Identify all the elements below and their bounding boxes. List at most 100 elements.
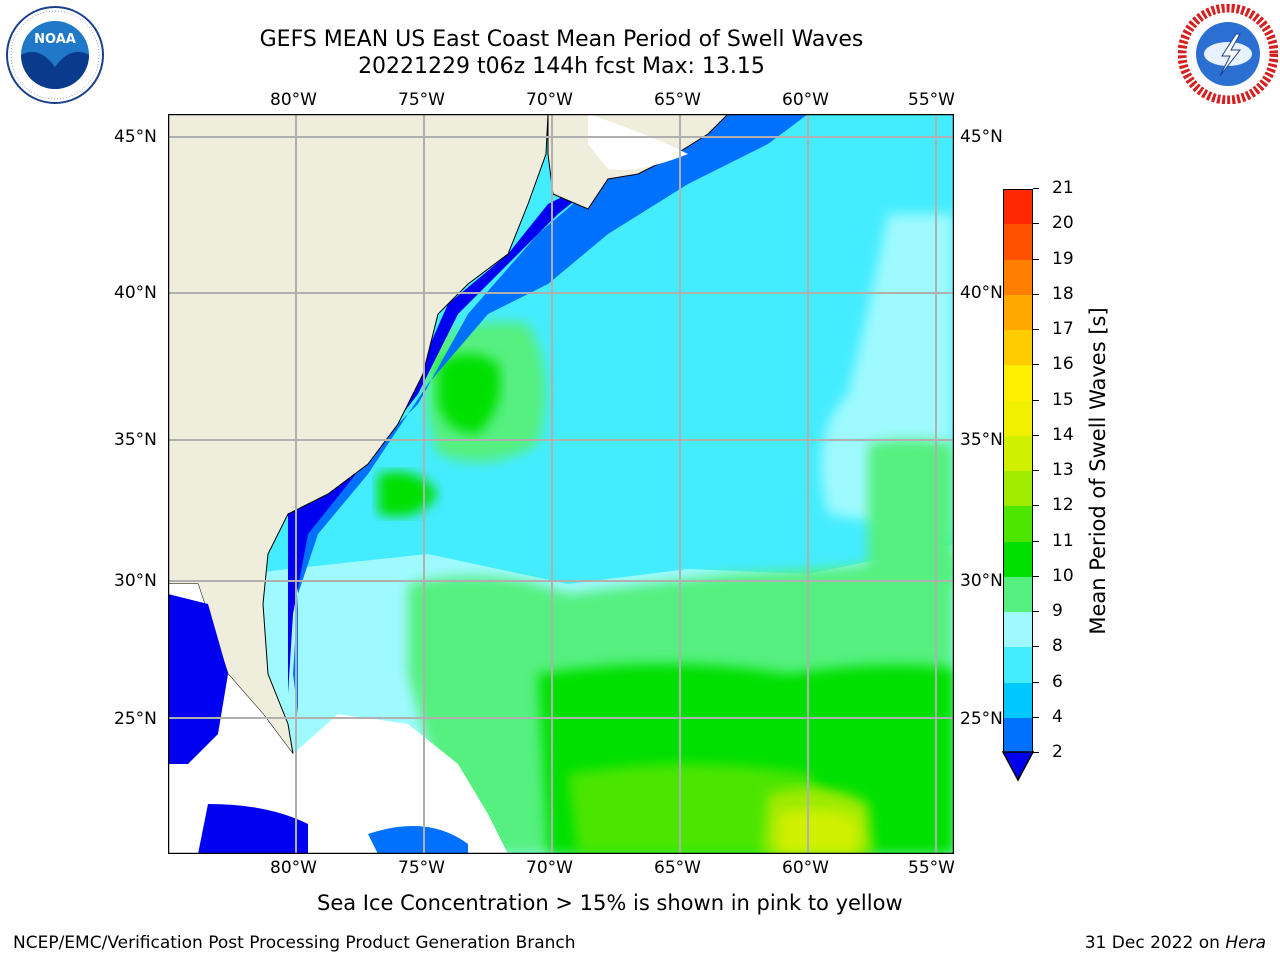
colorbar-tick-mark [1033, 681, 1039, 683]
colorbar-tick-label: 19 [1052, 248, 1074, 269]
coastal-band-2-4 [293, 114, 808, 714]
caribbean-under-2 [198, 804, 308, 854]
lat-label-left-35n: 35°N [114, 430, 157, 450]
lat-label-left-30n: 30°N [114, 571, 157, 591]
lon-label-top-65w: 65°W [654, 90, 701, 110]
lon-label-bottom-60w: 60°W [782, 858, 829, 878]
colorbar-tick-label: 17 [1052, 319, 1074, 339]
lon-label-bottom-55w: 55°W [908, 858, 955, 878]
colorbar-segment [1003, 471, 1033, 507]
swell-east-green [868, 439, 954, 594]
lon-label-bottom-65w: 65°W [654, 858, 701, 878]
map-frame [168, 114, 954, 854]
colorbar-tick-label: 18 [1052, 283, 1074, 304]
sea-ice-note: Sea Ice Concentration > 15% is shown in … [317, 891, 903, 915]
lon-label-top-80w: 80°W [270, 90, 317, 110]
lon-label-bottom-80w: 80°W [270, 858, 317, 878]
colorbar-segment [1003, 506, 1033, 542]
lon-label-top-60w: 60°W [782, 90, 829, 110]
colorbar-segment [1003, 189, 1033, 225]
chart-subtitle: 20221229 t06z 144h fcst Max: 13.15 [358, 54, 765, 79]
colorbar-tick-mark [1033, 540, 1039, 542]
colorbar-tick-label: 9 [1052, 601, 1063, 621]
colorbar-label: Mean Period of Swell Waves [s] [1086, 307, 1110, 635]
colorbar-tick-mark [1033, 646, 1039, 648]
colorbar-tick-label: 20 [1052, 213, 1074, 234]
colorbar-tick-mark [1033, 188, 1039, 189]
lat-label-right-35n: 35°N [960, 430, 1003, 450]
colorbar-under-arrow [1001, 751, 1035, 782]
northeast-2-4 [728, 114, 808, 134]
lon-label-bottom-75w: 75°W [398, 858, 445, 878]
colorbar-tick-mark [1033, 505, 1039, 507]
colorbar-segment [1003, 612, 1033, 648]
swell-blob-mid-core [438, 354, 501, 434]
colorbar-tick-label: 2 [1052, 742, 1063, 762]
colorbar-tick-mark [1033, 470, 1039, 471]
chart-title: GEFS MEAN US East Coast Mean Period of S… [259, 27, 864, 52]
lat-label-left-25n: 25°N [114, 709, 157, 729]
colorbar-tick-label: 8 [1052, 636, 1063, 657]
colorbar-segment [1003, 400, 1033, 437]
lat-label-left-40n: 40°N [114, 283, 157, 303]
colorbar-tick-label: 14 [1052, 424, 1074, 445]
colorbar-tick-mark [1033, 575, 1039, 577]
colorbar-tick-mark [1033, 258, 1039, 260]
colorbar-frame [1003, 189, 1033, 753]
footer-organization: NCEP/EMC/Verification Post Processing Pr… [13, 933, 576, 953]
colorbar-tick-mark [1033, 293, 1039, 295]
colorbar-tick-mark [1033, 611, 1039, 612]
colorbar-segment [1003, 435, 1033, 472]
map-panel [168, 114, 954, 854]
gulf-under-2 [168, 594, 228, 764]
footer-machine: Hera [1225, 933, 1266, 953]
footer-on-text: on [1198, 933, 1220, 953]
colorbar-tick-mark [1033, 364, 1039, 366]
colorbar-segment [1003, 541, 1033, 578]
noaa-logo: NOAA [6, 6, 104, 104]
footer-date: 31 Dec 2022 on Hera [1085, 933, 1266, 953]
colorbar-tick-mark [1033, 434, 1039, 436]
colorbar-segment [1003, 717, 1033, 754]
colorbar-segment [1003, 682, 1033, 719]
mask-gulf-stlawrence [588, 114, 688, 170]
colorbar-segment [1003, 576, 1033, 613]
colorbar-tick-mark [1033, 399, 1039, 401]
lat-label-left-45n: 45°N [114, 127, 157, 147]
lat-label-right-30n: 30°N [960, 571, 1003, 591]
lon-label-bottom-70w: 70°W [526, 858, 573, 878]
colorbar-tick-label: 21 [1052, 178, 1074, 198]
colorbar-tick-label: 11 [1052, 530, 1074, 551]
colorbar-segment [1003, 259, 1033, 296]
lat-label-right-40n: 40°N [960, 283, 1003, 303]
colorbar-tick-mark [1033, 752, 1039, 753]
lon-label-top-55w: 55°W [908, 90, 955, 110]
colorbar-tick-mark [1033, 329, 1039, 330]
colorbar-segment [1003, 294, 1033, 331]
lat-label-right-45n: 45°N [960, 127, 1003, 147]
colorbar-tick-label: 16 [1052, 354, 1074, 375]
nws-logo [1178, 4, 1278, 104]
colorbar-segment [1003, 365, 1033, 401]
noaa-logo-text: NOAA [34, 32, 76, 47]
colorbar-ticks: 2 4 6 8 9 10 11 12 13 14 15 16 17 18 19 20 21 [1033, 178, 1093, 762]
footer-date-text: 31 Dec 2022 [1084, 933, 1194, 953]
colorbar-segment [1003, 330, 1033, 366]
lon-label-top-75w: 75°W [398, 90, 445, 110]
colorbar-tick-label: 13 [1052, 460, 1074, 480]
colorbar [1003, 189, 1033, 754]
caribbean-2-4 [368, 826, 468, 854]
colorbar-tick-mark [1033, 223, 1039, 225]
colorbar-tick-label: 12 [1052, 495, 1074, 516]
graticule [168, 114, 954, 854]
swell-band-13-14 [778, 810, 858, 854]
colorbar-segment [1003, 647, 1033, 683]
colorbar-tick-label: 4 [1052, 706, 1063, 727]
colorbar-tick-label: 15 [1052, 389, 1074, 410]
colorbar-segment [1003, 224, 1033, 260]
colorbar-tick-label: 6 [1052, 671, 1063, 692]
lat-label-right-25n: 25°N [960, 709, 1003, 729]
colorbar-tick-mark [1033, 716, 1039, 718]
colorbar-tick-label: 10 [1052, 565, 1074, 586]
lon-label-top-70w: 70°W [526, 90, 573, 110]
